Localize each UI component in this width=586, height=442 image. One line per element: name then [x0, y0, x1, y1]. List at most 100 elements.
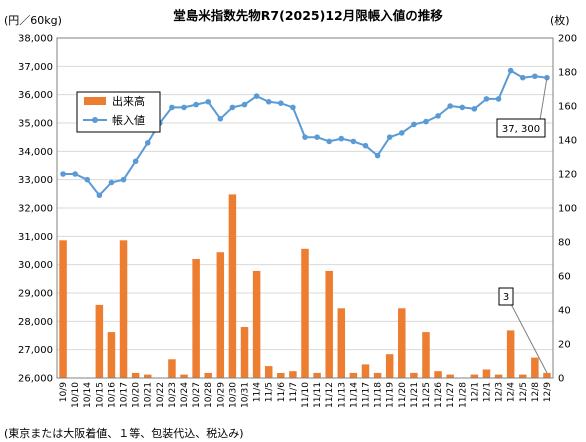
- y-left-tick-label: 34,000: [18, 147, 53, 158]
- price-point: [193, 101, 199, 108]
- x-tick-label: 11/19: [386, 382, 396, 408]
- price-point: [253, 93, 260, 99]
- price-callout-box: [496, 118, 546, 138]
- volume-bar: [482, 369, 491, 378]
- volume-bar: [59, 240, 67, 378]
- price-point: [132, 158, 139, 165]
- price-point: [483, 96, 490, 102]
- price-point: [314, 134, 320, 140]
- price-line-group: [60, 67, 550, 199]
- volume-bar: [446, 374, 454, 378]
- x-tick-label: 11/14: [349, 382, 359, 408]
- volume-bar: [434, 371, 442, 378]
- price-point: [108, 179, 115, 186]
- x-tick-label: 11/21: [410, 382, 420, 408]
- x-tick-label: 11/27: [446, 382, 456, 408]
- price-point: [326, 138, 332, 145]
- x-tick-label: 11/28: [458, 382, 468, 408]
- volume-bar: [410, 372, 418, 378]
- volume-bar: [361, 364, 370, 378]
- y-right-unit: (枚): [550, 13, 570, 27]
- y-left-tick-label: 31,000: [18, 232, 53, 243]
- x-tick-label: 10/14: [83, 382, 93, 408]
- volume-bar: [277, 372, 285, 378]
- price-point: [447, 103, 453, 109]
- x-tick-label: 12/9: [543, 382, 553, 402]
- x-tick-label: 12/3: [495, 382, 505, 402]
- volume-bar: [180, 374, 188, 378]
- volume-bar: [313, 372, 321, 378]
- volume-bar: [107, 332, 116, 378]
- x-tick-label: 10/22: [156, 382, 166, 408]
- y-right-tick-label: 0: [558, 374, 564, 385]
- price-point: [302, 134, 308, 140]
- price-line: [63, 69, 548, 197]
- price-point: [60, 171, 66, 177]
- x-tick-label: 10/28: [204, 382, 214, 408]
- price-point: [411, 121, 417, 128]
- price-point: [374, 152, 381, 159]
- volume-bar: [143, 374, 152, 378]
- price-point: [519, 74, 526, 81]
- price-point: [169, 104, 175, 111]
- price-point: [386, 134, 393, 140]
- volume-bar: [252, 270, 261, 378]
- y-left-tick-label: 37,000: [18, 62, 53, 73]
- x-tick-label: 10/17: [120, 382, 130, 408]
- price-point: [72, 171, 78, 177]
- price-point: [338, 135, 345, 142]
- volume-bar: [168, 359, 176, 378]
- x-tick-label: 12/1: [482, 382, 492, 402]
- y-left-tick-label: 33,000: [18, 175, 53, 186]
- price-callout: 37, 300: [496, 77, 548, 138]
- volume-bar: [337, 308, 346, 378]
- x-tick-label: 11/5: [265, 382, 275, 402]
- x-tick-label: 10/30: [228, 382, 238, 408]
- x-tick-label: 10/31: [241, 382, 251, 408]
- price-point: [544, 74, 550, 81]
- x-tick-label: 11/18: [374, 382, 384, 408]
- x-tick-label: 10/29: [216, 382, 226, 408]
- x-tick-label: 10/21: [144, 382, 154, 408]
- price-point: [362, 142, 369, 149]
- y-right-axis: 0 20 40 60 80 100 120 140 160 180 200: [558, 34, 577, 385]
- y-right-tick-label: 180: [558, 68, 577, 79]
- y-left-unit: (円／60kg): [4, 14, 62, 27]
- x-tick-label: 11/7: [289, 382, 299, 402]
- price-point: [350, 138, 357, 145]
- y-left-tick-label: 35,000: [18, 119, 53, 130]
- price-point: [435, 113, 441, 119]
- x-tick-label: 11/12: [325, 382, 335, 408]
- price-point: [205, 98, 212, 105]
- price-point: [96, 192, 103, 199]
- y-left-tick-label: 29,000: [18, 289, 53, 300]
- volume-callout: 3: [498, 287, 548, 374]
- volume-bar: [349, 372, 358, 378]
- chart-title: 堂島米指数先物R7(2025)12月限帳入値の推移: [173, 8, 443, 23]
- volume-bar: [264, 366, 273, 378]
- y-right-tick-label: 60: [558, 272, 571, 283]
- x-tick-label: 11/13: [337, 382, 347, 408]
- plot-frame: [56, 37, 554, 379]
- x-tick-label: 11/17: [361, 382, 371, 408]
- price-point: [423, 118, 429, 125]
- price-point: [144, 140, 151, 146]
- volume-bar: [192, 259, 200, 378]
- volume-bar: [289, 371, 297, 378]
- y-right-tick-label: 80: [558, 238, 571, 249]
- x-axis: 10/9 10/10 10/14 10/15 10/16 10/17 10/20 10/21 1…: [59, 382, 553, 408]
- y-right-tick-label: 160: [558, 102, 577, 113]
- y-left-tick-label: 27,000: [18, 345, 53, 356]
- price-point: [471, 106, 478, 112]
- volume-bar: [131, 372, 140, 378]
- volume-bar: [531, 357, 539, 378]
- volume-bar: [119, 240, 128, 378]
- x-tick-label: 11/25: [422, 382, 432, 408]
- y-left-tick-label: 30,000: [18, 260, 53, 271]
- price-point: [398, 130, 405, 136]
- volume-bars: [59, 194, 551, 378]
- footnote: (東京または大阪着値、１等、包装代込、税込み): [4, 426, 244, 440]
- price-point: [290, 104, 296, 111]
- y-left-tick-label: 28,000: [18, 317, 53, 328]
- price-point: [265, 98, 272, 105]
